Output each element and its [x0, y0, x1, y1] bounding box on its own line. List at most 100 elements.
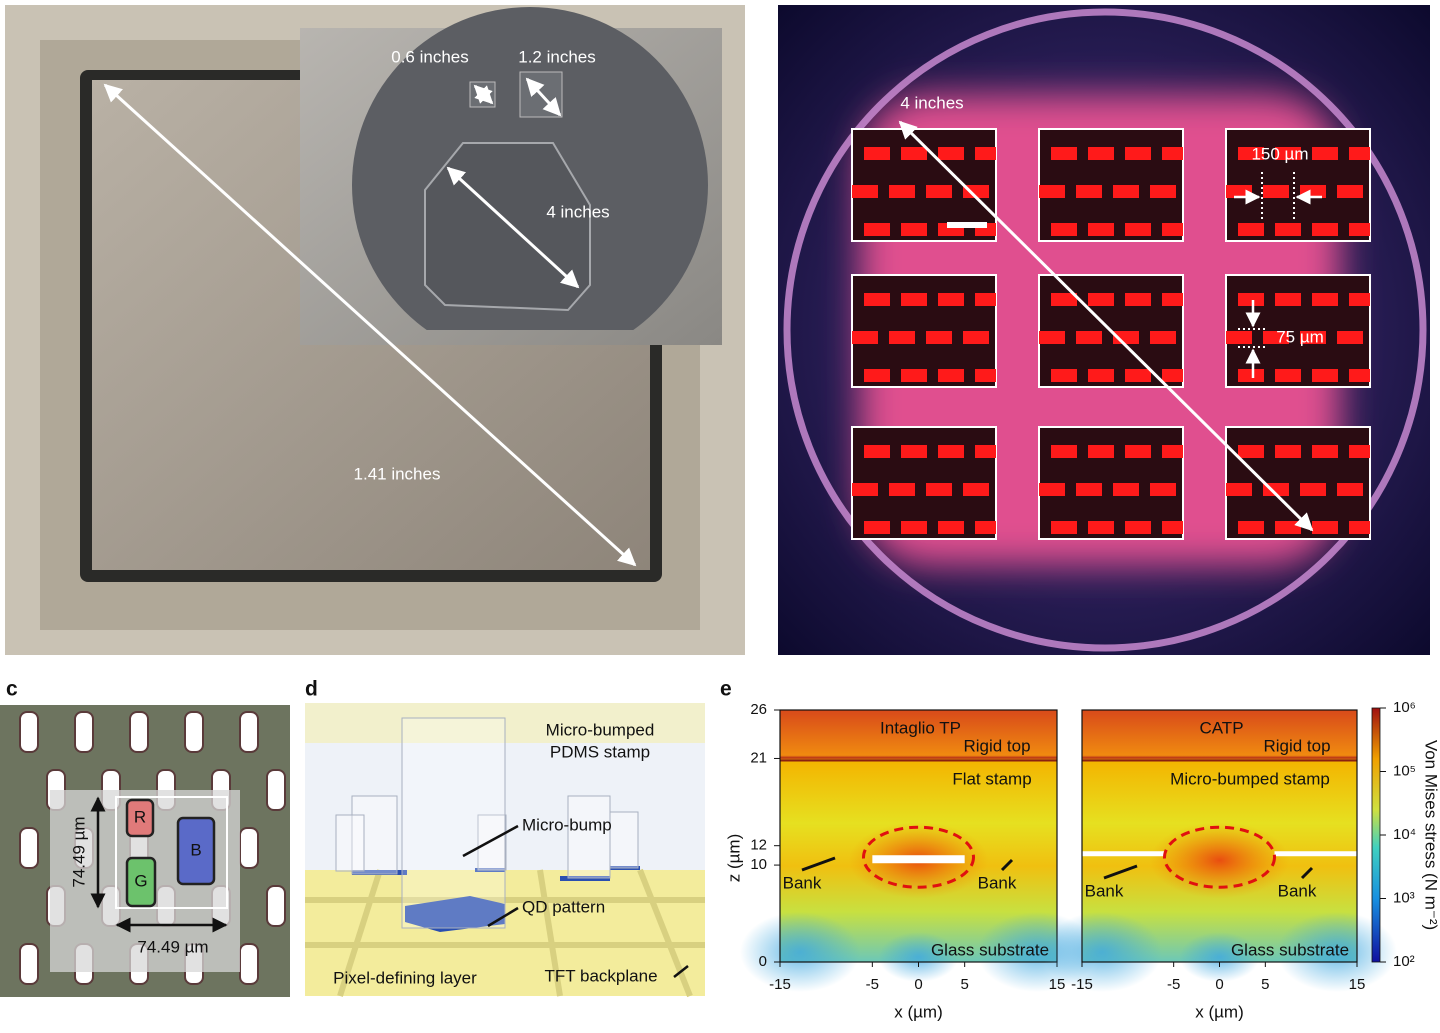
shape-rect	[401, 717, 506, 929]
stress-low	[1277, 912, 1397, 992]
pixel	[1150, 331, 1176, 344]
pixel	[1238, 445, 1264, 458]
y-tick-label: 26	[750, 701, 767, 718]
pixel	[1039, 331, 1065, 344]
pixel	[1349, 147, 1370, 160]
pixel	[1312, 445, 1338, 458]
shape-rect	[477, 814, 507, 871]
pixel	[1238, 223, 1264, 236]
x-tick-label: 0	[914, 976, 922, 993]
subpixel-label: R	[134, 807, 146, 826]
pixel	[926, 483, 952, 496]
pixel	[938, 445, 964, 458]
colorbar-label: Von Mises stress (N m⁻²)	[1422, 740, 1440, 930]
pixel	[1076, 185, 1102, 198]
pixel	[1113, 483, 1139, 496]
shape-line	[103, 83, 637, 567]
scale-bar	[947, 222, 987, 228]
highlight	[862, 825, 975, 889]
pixel	[1312, 521, 1338, 534]
pixel	[901, 147, 927, 160]
bank-label: Bank	[1278, 881, 1317, 900]
pixel	[1337, 483, 1363, 496]
pixel	[1275, 521, 1301, 534]
pixel	[1150, 483, 1176, 496]
pill	[266, 769, 286, 811]
pixel	[1312, 293, 1338, 306]
panel-b: 4 inches 150 µm 75 µm	[778, 5, 1430, 655]
pixel	[1051, 369, 1077, 382]
pixel	[1275, 369, 1301, 382]
pixel	[1349, 369, 1370, 382]
pixel	[864, 521, 890, 534]
pixel	[901, 445, 927, 458]
pill	[129, 711, 149, 753]
pixel	[1337, 331, 1363, 344]
pixel	[901, 223, 927, 236]
pill	[184, 711, 204, 753]
x-axis-label: x (µm)	[894, 1002, 943, 1021]
pixel	[901, 521, 927, 534]
bank-line	[1103, 864, 1138, 880]
pixel	[901, 293, 927, 306]
pixel	[1088, 445, 1114, 458]
bank-label: Bank	[1085, 881, 1124, 900]
bank-label: Bank	[978, 873, 1017, 892]
shape-line	[673, 965, 689, 978]
pixel	[975, 147, 996, 160]
pixel	[1125, 521, 1151, 534]
colorbar-tick-label: 10²	[1393, 953, 1415, 970]
pixel	[852, 483, 878, 496]
colorbar	[1371, 707, 1381, 963]
pixel	[1162, 445, 1183, 458]
colorbar-tick-label: 10⁶	[1393, 699, 1416, 716]
pixel	[1051, 521, 1077, 534]
gap	[1274, 851, 1357, 857]
arrow	[898, 120, 1314, 532]
shape-polygon	[405, 896, 505, 932]
label: TFT backplane	[544, 966, 657, 985]
label: 150 µm	[1251, 144, 1308, 163]
pixel	[938, 147, 964, 160]
pixel	[1162, 293, 1183, 306]
layer-label: Rigid top	[1263, 736, 1330, 755]
shape-rect	[352, 870, 407, 875]
subpixel	[125, 798, 155, 838]
pixel	[1300, 483, 1326, 496]
bank-line	[801, 856, 836, 872]
pixel	[1039, 483, 1065, 496]
stress-low	[1042, 912, 1162, 992]
pixel	[1162, 369, 1183, 382]
pixel	[1051, 147, 1077, 160]
pixel	[864, 147, 890, 160]
layer-label: Glass substrate	[931, 940, 1049, 959]
pixel	[1226, 483, 1252, 496]
panel-c: c R G B 74.49 µm 74.49 µm	[0, 678, 290, 997]
pixel	[926, 331, 952, 344]
pixel	[1051, 223, 1077, 236]
pixel	[1275, 293, 1301, 306]
bank-label: Bank	[783, 873, 822, 892]
pixel	[852, 185, 878, 198]
pill	[239, 943, 259, 985]
pixel	[1349, 445, 1370, 458]
pixel	[1125, 369, 1151, 382]
shape-g	[305, 868, 705, 998]
stress-low	[740, 912, 860, 992]
pixel	[1088, 293, 1114, 306]
pixel	[1113, 185, 1139, 198]
pixel	[975, 445, 996, 458]
gap	[1082, 851, 1165, 857]
pill	[19, 827, 39, 869]
stress-low	[878, 932, 959, 982]
y-tick-label: 10	[750, 856, 767, 873]
pixel	[1312, 369, 1338, 382]
y-tick-label: 21	[750, 749, 767, 766]
label: 1.41 inches	[354, 464, 441, 483]
x-tick-label: -15	[1071, 976, 1093, 993]
y-tick-label: 0	[759, 953, 767, 970]
pixel	[1349, 293, 1370, 306]
pixel	[1275, 223, 1301, 236]
pixel	[975, 293, 996, 306]
subpixel	[125, 856, 157, 908]
